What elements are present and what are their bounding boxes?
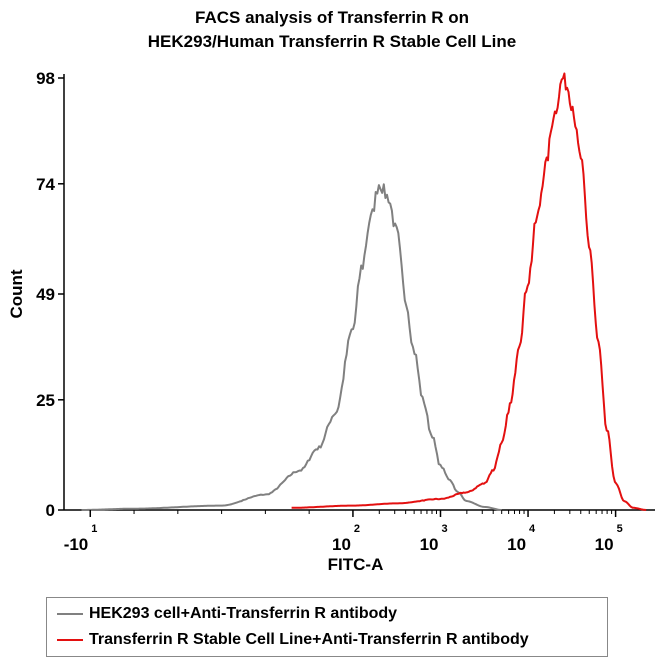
- legend-swatch-stable-line: [57, 639, 83, 641]
- chart-title: FACS analysis of Transferrin R on HEK293…: [0, 6, 664, 54]
- x-tick-base: 10: [332, 535, 351, 554]
- series-layer: [81, 72, 647, 511]
- x-tick-exponent: 3: [441, 523, 447, 535]
- x-axis-label: FITC-A: [328, 555, 384, 574]
- y-ticks: 0 25 49 74 98: [36, 69, 64, 520]
- y-axis-label: Count: [7, 269, 26, 318]
- legend-swatch-hek293: [57, 613, 83, 615]
- series-stable-line-line: [291, 72, 647, 511]
- y-tick-label: 25: [36, 391, 55, 410]
- x-tick-base: 10: [507, 535, 526, 554]
- x-tick-exponent: 5: [617, 523, 623, 535]
- y-tick-label: 74: [36, 175, 55, 194]
- x-tick-base: 10: [595, 535, 614, 554]
- chart-title-line-2: HEK293/Human Transferrin R Stable Cell L…: [147, 32, 517, 51]
- x-tick-label: 102: [332, 523, 360, 554]
- series-hek293-line: [81, 183, 502, 511]
- legend: HEK293 cell+Anti-Transferrin R antibody …: [46, 597, 608, 657]
- x-tick-label: 105: [595, 523, 623, 554]
- x-tick-label: -101: [64, 523, 98, 554]
- y-tick-label: 0: [46, 501, 55, 520]
- x-tick-base: 10: [420, 535, 439, 554]
- x-tick-label: 104: [507, 523, 536, 554]
- legend-item-hek293: HEK293 cell+Anti-Transferrin R antibody: [57, 602, 397, 626]
- x-tick-label: 103: [420, 523, 448, 554]
- x-tick-exponent: 4: [529, 523, 536, 535]
- y-tick-label: 49: [36, 285, 55, 304]
- x-tick-base: -10: [64, 535, 89, 554]
- legend-label-stable-line: Transferrin R Stable Cell Line+Anti-Tran…: [89, 631, 529, 648]
- legend-item-stable-line: Transferrin R Stable Cell Line+Anti-Tran…: [57, 628, 529, 652]
- x-tick-exponent: 1: [91, 523, 97, 535]
- axes: [63, 74, 655, 511]
- x-tick-exponent: 2: [354, 523, 360, 535]
- y-tick-label: 98: [36, 69, 55, 88]
- legend-label-hek293: HEK293 cell+Anti-Transferrin R antibody: [89, 605, 398, 622]
- chart-title-line-1: FACS analysis of Transferrin R on: [195, 8, 469, 27]
